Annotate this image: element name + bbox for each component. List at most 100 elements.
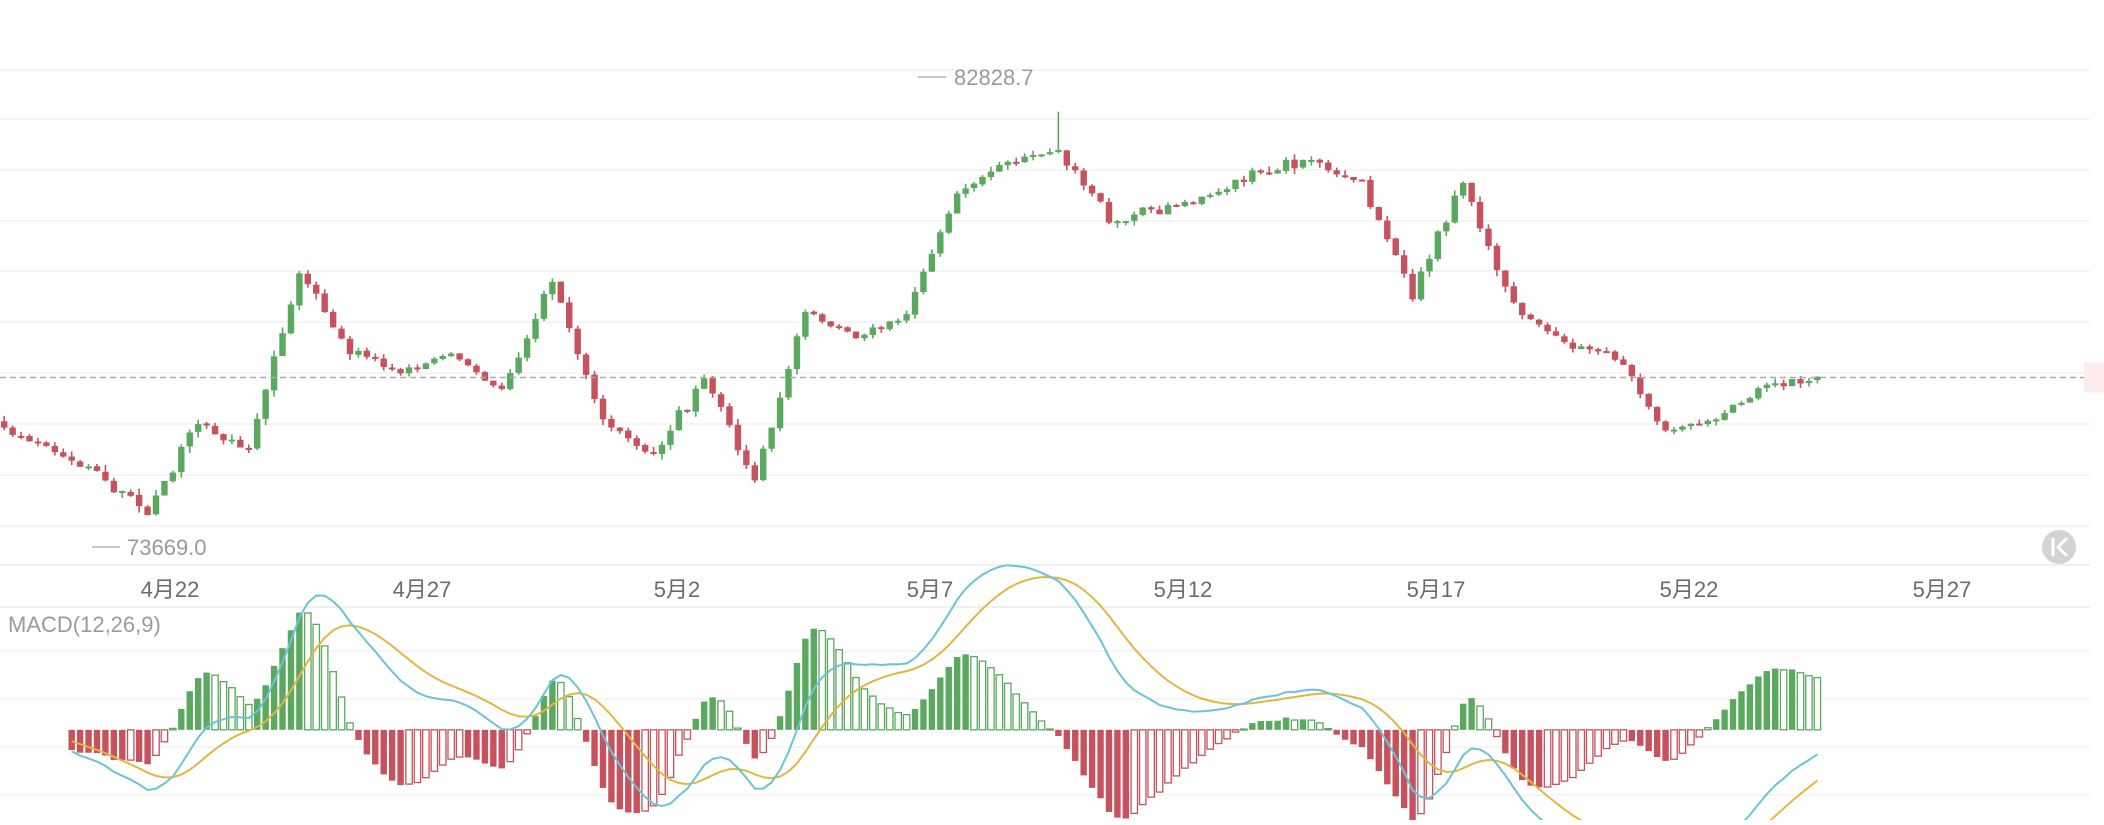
macd-bar	[1721, 709, 1728, 730]
macd-bar	[119, 729, 126, 761]
macd-bar	[1172, 729, 1181, 777]
dif-line	[71, 564, 1818, 825]
macd-bar	[1653, 729, 1661, 757]
x-axis: 4月22 4月27 5月2 5月7 5月12 5月17 5月22 5月27	[141, 577, 1972, 602]
candle-body	[254, 418, 261, 449]
macd-bar	[700, 701, 708, 730]
macd-bar	[1779, 669, 1788, 731]
candle-body	[1476, 201, 1484, 229]
macd-bar	[1568, 729, 1577, 779]
macd-bar	[102, 729, 109, 756]
macd-bar	[835, 649, 843, 731]
macd-bar	[1274, 720, 1281, 730]
candle-body	[405, 367, 413, 374]
candle-body	[1653, 406, 1661, 422]
candle-body	[1535, 319, 1543, 325]
macd-bar	[346, 722, 354, 731]
macd-bar	[337, 696, 346, 731]
macd-bar	[565, 696, 574, 731]
candle-body	[279, 333, 286, 357]
macd-bar	[962, 654, 969, 730]
macd-bar	[1434, 729, 1442, 776]
macd-bar	[1367, 729, 1374, 760]
macd-bar	[894, 711, 903, 731]
macd-bar	[826, 638, 835, 731]
candle-body	[1400, 255, 1408, 274]
macd-bar	[1155, 729, 1164, 793]
macd-bar	[1020, 702, 1029, 731]
macd-bar	[1493, 729, 1501, 738]
candle-body	[937, 232, 944, 254]
macd-bar	[1594, 729, 1602, 757]
candle-body	[1788, 379, 1796, 387]
macd-bar	[1358, 729, 1366, 748]
macd-bar	[303, 612, 312, 731]
candle-body	[51, 445, 59, 453]
macd-bar	[312, 623, 321, 731]
candle-body	[928, 253, 936, 272]
macd-bar	[68, 729, 75, 751]
macd-bar	[473, 729, 480, 760]
macd-bar	[532, 716, 539, 730]
candle-body	[1223, 189, 1231, 193]
macd-bar	[1602, 729, 1611, 750]
macd-bar	[556, 681, 565, 731]
macd-bar	[211, 674, 219, 731]
candle-body	[1274, 170, 1281, 174]
candle-body	[869, 327, 877, 336]
macd-bar	[1282, 717, 1290, 730]
candle-body	[1, 421, 8, 428]
macd-bar	[1645, 729, 1652, 751]
candle-body	[1746, 398, 1754, 403]
macd-bar	[430, 729, 439, 772]
macd-bar	[1223, 729, 1231, 740]
macd-bar	[1189, 729, 1198, 764]
macd-bar	[1468, 698, 1475, 730]
candle-body	[574, 328, 581, 355]
candle-body	[296, 273, 303, 306]
candle-body	[540, 293, 548, 319]
candle-body	[152, 495, 160, 515]
candle-body	[85, 466, 92, 469]
candle-body	[835, 326, 843, 329]
x-tick-label: 5月7	[907, 577, 953, 602]
macd-bar	[1257, 721, 1264, 730]
candle-body	[456, 353, 463, 360]
candle-body	[414, 367, 421, 370]
macd-bar	[625, 729, 632, 813]
candle-body	[582, 354, 590, 375]
candle-body	[1358, 179, 1366, 182]
candle-body	[970, 183, 978, 189]
macd-bar	[608, 729, 615, 803]
macd-bar	[802, 638, 809, 730]
candle-body	[734, 424, 742, 451]
candle-body	[979, 176, 986, 185]
candle-body	[144, 506, 151, 515]
macd-bar	[1442, 729, 1451, 754]
macd-bar	[1510, 729, 1517, 769]
candle-body	[329, 311, 337, 328]
scroll-to-latest-button[interactable]	[2042, 530, 2076, 564]
low-price-label: 73669.0	[127, 535, 207, 560]
macd-bar	[1130, 729, 1139, 815]
macd-bar	[776, 716, 784, 730]
candle-body	[1519, 302, 1526, 316]
candle-body	[1308, 159, 1315, 162]
macd-bar	[506, 729, 515, 763]
candle-body	[1105, 201, 1113, 223]
macd-bar	[1611, 729, 1619, 745]
candle-body	[1333, 170, 1340, 175]
candle-body	[1232, 179, 1239, 190]
candle-body	[1704, 420, 1711, 425]
candle-body	[1190, 202, 1197, 205]
macd-bar	[1552, 729, 1560, 786]
candle-body	[962, 188, 969, 194]
candle-body	[616, 427, 624, 432]
candle-body	[1156, 209, 1163, 215]
candle-body	[1206, 194, 1214, 197]
candle-body	[667, 430, 674, 445]
candle-body	[1755, 388, 1762, 399]
macd-bar	[1459, 703, 1467, 730]
candle-body	[1367, 179, 1374, 207]
macd-bar	[388, 729, 396, 781]
